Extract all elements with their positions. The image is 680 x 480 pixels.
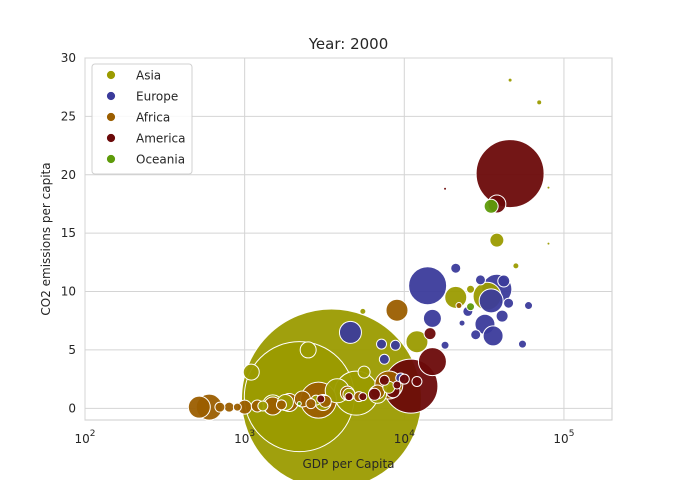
data-point-america-14 bbox=[443, 186, 448, 191]
data-point-asia-9 bbox=[405, 330, 429, 354]
data-point-europe-15 bbox=[376, 338, 388, 350]
data-point-america-6 bbox=[423, 327, 437, 341]
y-tick-label: 25 bbox=[61, 109, 76, 123]
data-point-asia-15 bbox=[512, 262, 520, 270]
data-point-oceania-1 bbox=[466, 302, 476, 312]
legend-marker-africa bbox=[106, 112, 116, 122]
y-tick-label: 30 bbox=[61, 51, 76, 65]
y-tick-label: 5 bbox=[68, 343, 76, 357]
data-point-europe-17 bbox=[378, 353, 390, 365]
data-point-europe-4 bbox=[482, 325, 504, 347]
legend-marker-oceania bbox=[106, 154, 116, 164]
y-axis-label: CO2 emissions per capita bbox=[39, 162, 53, 315]
legend-label-africa: Africa bbox=[136, 111, 170, 125]
data-points bbox=[187, 77, 551, 480]
data-point-africa-15 bbox=[275, 399, 287, 411]
legend-box bbox=[91, 63, 193, 175]
data-point-africa-18 bbox=[232, 402, 242, 412]
data-point-asia-25 bbox=[546, 241, 551, 246]
data-point-africa-3 bbox=[187, 395, 211, 419]
legend-label-europe: Europe bbox=[136, 90, 178, 104]
data-point-africa-12 bbox=[223, 401, 235, 413]
legend-marker-asia bbox=[106, 70, 116, 80]
y-tick-label: 15 bbox=[61, 226, 76, 240]
data-point-asia-10 bbox=[444, 285, 468, 309]
y-tick-labels: 0 5 10 15 20 25 30 bbox=[61, 51, 76, 415]
data-point-europe-0 bbox=[408, 266, 448, 306]
data-point-asia-16 bbox=[359, 307, 367, 315]
data-point-america-9 bbox=[411, 375, 423, 387]
data-point-asia-4 bbox=[242, 363, 260, 381]
data-point-america-11 bbox=[392, 380, 402, 390]
legend-marker-europe bbox=[106, 91, 116, 101]
data-point-europe-16 bbox=[389, 339, 401, 351]
data-point-asia-3 bbox=[299, 341, 317, 359]
x-tick-label: 105 bbox=[553, 429, 574, 446]
data-point-asia-19 bbox=[466, 284, 476, 294]
data-point-asia-5 bbox=[357, 365, 371, 379]
data-point-europe-2 bbox=[478, 288, 504, 314]
data-point-africa-17 bbox=[305, 398, 317, 410]
y-tick-label: 0 bbox=[68, 401, 76, 415]
data-point-asia-24 bbox=[546, 185, 551, 190]
data-point-asia-13 bbox=[507, 77, 513, 83]
data-point-america-8 bbox=[378, 374, 390, 386]
data-point-africa-13 bbox=[214, 401, 226, 413]
data-point-oceania-2 bbox=[296, 401, 302, 407]
legend-label-america: America bbox=[136, 132, 186, 146]
data-point-europe-19 bbox=[474, 274, 486, 286]
data-point-europe-9 bbox=[450, 262, 462, 274]
legend-marker-america bbox=[106, 133, 116, 143]
data-point-africa-4 bbox=[385, 298, 409, 322]
data-point-oceania-0 bbox=[483, 198, 499, 214]
data-point-america-0 bbox=[475, 139, 545, 209]
data-point-africa-19 bbox=[455, 302, 463, 310]
data-point-america-2 bbox=[417, 347, 447, 377]
data-point-europe-21 bbox=[458, 319, 466, 327]
y-tick-label: 20 bbox=[61, 168, 76, 182]
x-tick-label: 104 bbox=[394, 429, 415, 446]
data-point-asia-23 bbox=[257, 400, 269, 412]
data-point-europe-11 bbox=[470, 329, 482, 341]
x-tick-labels: 102 103 104 105 bbox=[74, 429, 574, 446]
data-point-asia-12 bbox=[489, 232, 505, 248]
legend: Asia Europe Africa America Oceania bbox=[91, 63, 193, 175]
data-point-america-13 bbox=[344, 392, 354, 402]
data-point-europe-13 bbox=[524, 301, 534, 311]
data-point-europe-8 bbox=[495, 309, 509, 323]
x-tick-label: 102 bbox=[74, 429, 95, 446]
data-point-europe-5 bbox=[338, 320, 362, 344]
chart-title: Year: 2000 bbox=[308, 35, 389, 53]
data-point-europe-12 bbox=[440, 340, 450, 350]
data-point-america-5 bbox=[367, 387, 381, 401]
data-point-europe-7 bbox=[497, 274, 511, 288]
x-tick-label: 103 bbox=[234, 429, 255, 446]
data-point-america-10 bbox=[358, 392, 368, 402]
data-point-asia-14 bbox=[536, 99, 543, 106]
x-axis-label: GDP per Capita bbox=[302, 457, 394, 471]
legend-label-asia: Asia bbox=[136, 69, 161, 83]
y-tick-label: 10 bbox=[61, 285, 76, 299]
data-point-europe-20 bbox=[503, 297, 515, 309]
data-point-america-12 bbox=[316, 394, 326, 404]
data-point-europe-6 bbox=[422, 308, 442, 328]
data-point-america-7 bbox=[398, 373, 410, 385]
legend-label-oceania: Oceania bbox=[136, 153, 185, 167]
data-point-europe-14 bbox=[517, 339, 527, 349]
